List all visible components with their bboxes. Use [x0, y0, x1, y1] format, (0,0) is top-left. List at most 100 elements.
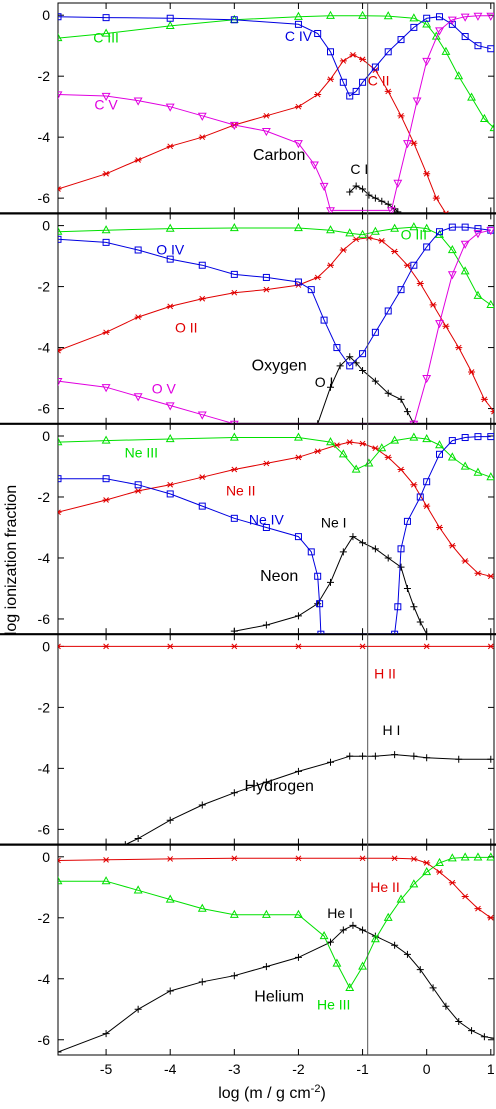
series-ne-iii-point	[435, 440, 444, 449]
series-ne-ii-point	[474, 570, 482, 577]
series-o-v-point	[473, 230, 483, 239]
series-c-ii-point	[442, 210, 450, 214]
series-h-ii-label: H II	[374, 665, 396, 681]
series-h-ii-point	[359, 643, 367, 650]
series-c-ii-point	[423, 170, 431, 177]
series-h-ii-point	[423, 643, 431, 650]
panel-hydrogen-frame	[57, 633, 495, 846]
series-o-iii-point	[358, 229, 368, 238]
x-tick-label: -4	[164, 1061, 177, 1077]
series-c-v-point	[229, 121, 239, 131]
series-ne-i-point	[416, 618, 424, 626]
series-he-iii-point	[345, 982, 355, 992]
series-c-ii-line	[58, 54, 447, 214]
x-tick-label: 1	[487, 1061, 495, 1077]
series-ne-iii-point	[338, 449, 348, 458]
series-o-v-point	[165, 402, 175, 411]
series-o-ii-point	[339, 247, 347, 253]
panel-carbon-ytick-label: -4	[38, 129, 51, 145]
series-he-i-point	[166, 987, 174, 995]
panel-oxygen-ytick-label: -4	[38, 340, 51, 356]
series-o-iv-point	[320, 316, 328, 324]
series-ne-iv-point	[294, 533, 302, 541]
x-tick-label: -3	[228, 1061, 241, 1077]
series-c-v-point	[310, 161, 319, 170]
series-c-v-point	[101, 92, 111, 102]
series-ne-i-label: Ne I	[321, 514, 347, 530]
series-c-iv-point	[371, 63, 379, 71]
series-c-ii-point	[384, 88, 392, 95]
series-he-i-point	[416, 966, 424, 974]
series-ne-ii-point	[487, 573, 494, 580]
series-ne-iv-point	[317, 630, 325, 635]
series-o-i-label: O I	[315, 374, 334, 390]
series-he-i-point	[480, 1033, 488, 1041]
series-ne-iv-point	[134, 481, 142, 489]
series-o-i-point	[403, 408, 411, 416]
series-he-ii-point	[461, 893, 469, 900]
series-c-v-point	[402, 140, 412, 149]
panel-hydrogen-series-group	[58, 643, 494, 845]
series-he-i-point	[442, 1002, 450, 1010]
series-ne-iii-point	[486, 472, 494, 481]
series-he-i-point	[327, 938, 334, 946]
series-ne-ii-point	[397, 466, 405, 473]
series-h-i-point	[294, 767, 302, 775]
series-o-iv-point	[230, 270, 238, 278]
series-ne-ii-point	[294, 454, 302, 461]
panel-helium-ytick-label: 0	[42, 849, 50, 865]
series-ne-ii-point	[410, 481, 418, 488]
series-c-iv-point	[423, 14, 431, 22]
series-ne-ii-point	[262, 460, 270, 467]
series-he-iii-point	[358, 961, 368, 970]
panel-helium-frame	[57, 844, 495, 1056]
series-o-iii-point	[165, 223, 175, 232]
series-c-iv-point	[352, 87, 360, 95]
series-c-iii-line	[58, 15, 494, 129]
series-ne-iv-point	[316, 600, 324, 608]
series-o-v-point	[197, 411, 207, 420]
series-c-ii-point	[349, 51, 357, 58]
series-he-iii-point	[133, 885, 143, 894]
series-c-v-point	[460, 13, 470, 22]
series-o-ii-point	[429, 302, 437, 308]
series-c-iii-label: C III	[93, 30, 119, 46]
series-he-ii-point	[423, 860, 431, 866]
series-ne-iv-point	[397, 545, 405, 553]
series-he-iii-point	[101, 876, 111, 885]
series-c-v-point	[393, 179, 403, 188]
series-h-i-point	[262, 778, 270, 786]
series-c-ii-point	[410, 140, 418, 147]
series-o-v-point	[229, 420, 239, 424]
series-ne-i-point	[349, 533, 357, 541]
series-o-ii-point	[480, 396, 488, 403]
series-ne-i-point	[410, 603, 418, 611]
series-o-i-point	[346, 353, 354, 361]
series-c-iv-point	[410, 23, 418, 31]
series-c-v-point	[435, 27, 444, 36]
series-he-iii-point	[293, 909, 303, 918]
series-he-i-point	[349, 921, 357, 929]
series-o-iii-point	[422, 223, 432, 232]
series-o-iv-point	[384, 307, 392, 315]
series-c-ii-point	[294, 103, 302, 110]
series-he-ii-point	[294, 855, 302, 862]
panel-helium-ytick-label: -6	[38, 1032, 51, 1048]
series-c-iii-point	[422, 19, 432, 28]
series-ne-iv-point	[307, 548, 315, 556]
series-he-ii-line	[58, 857, 492, 919]
series-h-ii-point	[230, 643, 238, 650]
series-o-i-point	[371, 377, 379, 385]
series-ne-ii-point	[198, 474, 206, 481]
series-o-i-line	[317, 356, 415, 424]
panel-neon-ytick-label: 0	[42, 428, 50, 444]
panel-hydrogen-ytick-label: -6	[38, 821, 51, 837]
series-he-i-line	[58, 924, 494, 1053]
series-ne-iv-line	[58, 436, 491, 635]
series-o-ii-point	[490, 408, 494, 415]
series-o-ii-point	[391, 248, 399, 255]
panel-helium-element-label: Helium	[254, 989, 304, 1006]
panel-helium-series-group	[58, 852, 494, 1055]
series-h-i-point	[198, 801, 206, 809]
series-h-i-point	[410, 752, 418, 760]
